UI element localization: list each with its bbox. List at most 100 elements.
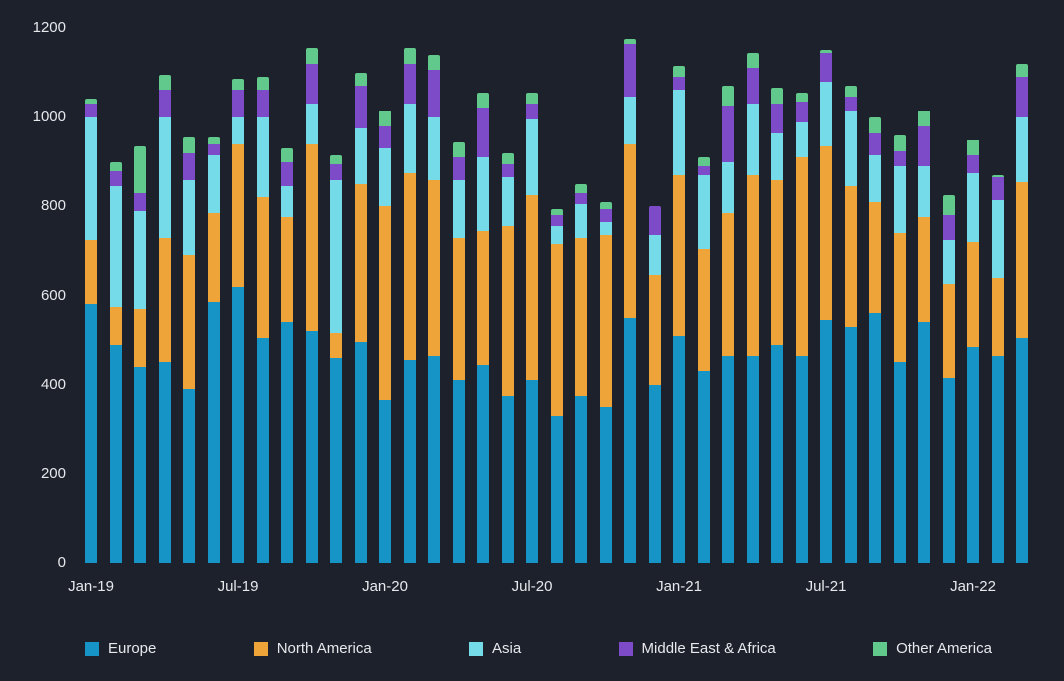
bar-segment-europe[interactable] [550,415,563,563]
bar-segment-europe[interactable] [746,355,759,563]
bar-Feb-19[interactable] [109,161,122,563]
bar-segment-asia[interactable] [844,110,857,187]
bar-segment-north-america[interactable] [575,237,587,396]
bar-segment-asia[interactable] [648,235,661,276]
bar-segment-north-america[interactable] [305,143,318,332]
bar-segment-europe[interactable] [183,389,195,563]
bar-segment-asia[interactable] [967,172,979,243]
bar-Mar-22[interactable] [1016,63,1028,563]
bar-segment-other-america[interactable] [673,65,685,78]
bar-Jan-19[interactable] [85,99,97,563]
bar-segment-other-america[interactable] [183,137,195,153]
bar-segment-other-america[interactable] [232,79,244,91]
bar-segment-middle-east-africa[interactable] [673,77,685,91]
bar-segment-asia[interactable] [85,117,97,240]
bar-segment-north-america[interactable] [942,284,955,378]
bar-segment-north-america[interactable] [256,197,269,338]
bar-segment-middle-east-africa[interactable] [844,97,857,111]
bar-segment-other-america[interactable] [281,148,293,162]
bar-segment-middle-east-africa[interactable] [330,164,342,180]
bar-segment-asia[interactable] [599,221,612,236]
bar-segment-europe[interactable] [526,380,538,563]
bar-segment-middle-east-africa[interactable] [893,150,906,167]
bar-segment-middle-east-africa[interactable] [550,215,563,227]
bar-segment-europe[interactable] [501,395,514,563]
bar-segment-asia[interactable] [550,226,563,245]
bar-Mar-19[interactable] [134,146,146,563]
bar-segment-middle-east-africa[interactable] [109,170,122,187]
bar-segment-north-america[interactable] [501,226,514,396]
bar-segment-north-america[interactable] [379,206,391,401]
bar-segment-asia[interactable] [354,128,367,185]
bar-segment-europe[interactable] [403,360,416,563]
bar-segment-middle-east-africa[interactable] [575,192,587,205]
bar-Jul-20[interactable] [526,92,538,563]
bar-segment-middle-east-africa[interactable] [305,63,318,104]
bar-segment-asia[interactable] [109,186,122,307]
bar-segment-asia[interactable] [526,119,538,196]
bar-segment-north-america[interactable] [795,157,808,356]
bar-segment-asia[interactable] [893,166,906,234]
bar-segment-other-america[interactable] [869,117,881,133]
bar-segment-middle-east-africa[interactable] [281,161,293,187]
bar-segment-asia[interactable] [403,103,416,173]
bar-segment-north-america[interactable] [893,233,906,363]
bar-segment-other-america[interactable] [526,92,538,104]
bar-segment-north-america[interactable] [722,213,734,356]
bar-segment-other-america[interactable] [109,161,122,171]
bar-segment-asia[interactable] [281,186,293,218]
bar-segment-asia[interactable] [330,179,342,334]
bar-segment-other-america[interactable] [918,110,930,127]
bar-segment-middle-east-africa[interactable] [648,206,661,236]
bar-segment-other-america[interactable] [403,48,416,64]
bar-segment-asia[interactable] [746,103,759,176]
bar-segment-other-america[interactable] [330,155,342,164]
bar-segment-other-america[interactable] [428,54,440,71]
bar-segment-middle-east-africa[interactable] [183,152,195,180]
bar-segment-europe[interactable] [648,384,661,563]
bar-segment-other-america[interactable] [942,195,955,216]
bar-segment-north-america[interactable] [697,248,710,372]
bar-Dec-21[interactable] [942,195,955,563]
bar-segment-north-america[interactable] [550,244,563,416]
bar-segment-asia[interactable] [183,179,195,256]
bar-segment-europe[interactable] [673,335,685,563]
bar-segment-asia[interactable] [918,166,930,218]
bar-segment-asia[interactable] [477,157,489,231]
bar-segment-middle-east-africa[interactable] [942,215,955,240]
bar-segment-north-america[interactable] [109,306,122,345]
bar-segment-middle-east-africa[interactable] [232,90,244,118]
bar-segment-north-america[interactable] [1016,181,1028,338]
bar-segment-north-america[interactable] [526,195,538,381]
bar-segment-europe[interactable] [452,380,465,563]
bar-segment-north-america[interactable] [207,213,220,303]
bar-segment-middle-east-africa[interactable] [918,126,930,167]
bar-segment-middle-east-africa[interactable] [697,166,710,176]
bar-segment-other-america[interactable] [134,146,146,193]
bar-segment-europe[interactable] [697,371,710,563]
bar-Sep-20[interactable] [575,184,587,563]
bar-segment-north-america[interactable] [85,239,97,305]
bar-segment-other-america[interactable] [354,72,367,86]
bar-segment-middle-east-africa[interactable] [820,52,832,82]
bar-Apr-20[interactable] [452,141,465,563]
bar-segment-europe[interactable] [256,337,269,563]
bar-segment-middle-east-africa[interactable] [477,108,489,158]
bar-segment-asia[interactable] [1016,117,1028,182]
bar-segment-north-america[interactable] [673,175,685,336]
bar-segment-europe[interactable] [207,302,220,563]
bar-segment-north-america[interactable] [624,143,636,318]
bar-segment-europe[interactable] [575,395,587,563]
bar-segment-other-america[interactable] [746,52,759,69]
bar-segment-asia[interactable] [452,179,465,238]
bar-segment-middle-east-africa[interactable] [428,70,440,118]
bar-Jan-22[interactable] [967,139,979,563]
bar-segment-europe[interactable] [158,362,171,563]
bar-segment-middle-east-africa[interactable] [746,68,759,104]
bar-segment-north-america[interactable] [918,217,930,323]
bar-segment-europe[interactable] [795,355,808,563]
bar-Jul-21[interactable] [820,50,832,563]
legend-item-middle-east-africa[interactable]: Middle East & Africa [618,640,776,657]
bar-segment-north-america[interactable] [477,230,489,365]
bar-Jun-20[interactable] [501,152,514,563]
